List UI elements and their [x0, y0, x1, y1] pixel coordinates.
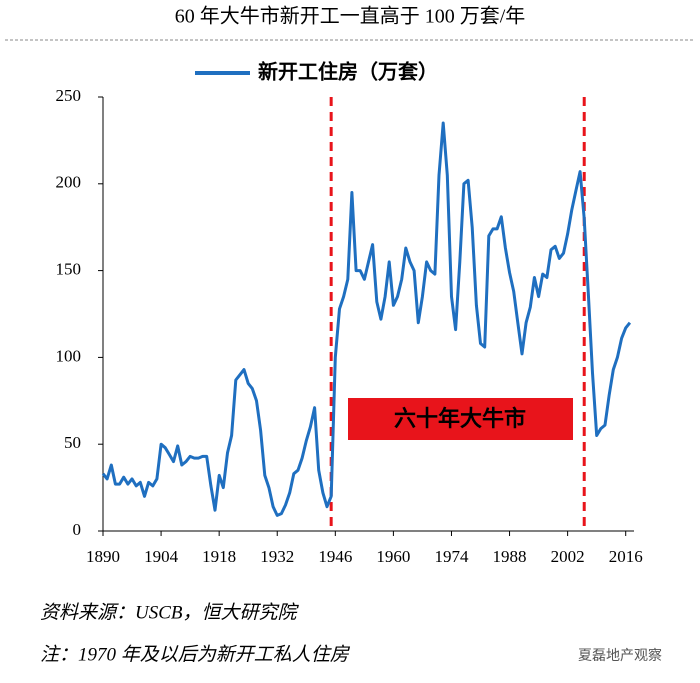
- x-tick-label: 1988: [493, 547, 527, 566]
- y-tick-label: 50: [64, 433, 81, 452]
- x-tick-label: 2002: [551, 547, 585, 566]
- chart-title: 60 年大牛市新开工一直高于 100 万套/年: [175, 5, 526, 28]
- watermark: 夏磊地产观察: [578, 647, 662, 664]
- note: 注：1970 年及以后为新开工私人住房: [40, 643, 351, 665]
- x-tick-label: 2016: [609, 547, 643, 566]
- annotation: 六十年大牛市: [394, 406, 526, 432]
- legend-label: 新开工住房（万套）: [258, 60, 438, 84]
- x-tick-label: 1918: [202, 547, 236, 566]
- x-tick-label: 1974: [434, 547, 469, 566]
- y-tick-label: 200: [56, 173, 82, 192]
- x-tick-label: 1946: [318, 547, 352, 566]
- x-tick-label: 1890: [86, 547, 120, 566]
- annotation-box: [348, 398, 573, 440]
- y-tick-label: 150: [56, 260, 82, 279]
- y-tick-label: 100: [56, 346, 82, 365]
- line-series: [101, 121, 632, 517]
- source: 资料来源：USCB，恒大研究院: [40, 601, 300, 623]
- y-tick-label: 0: [73, 520, 82, 539]
- x-tick-label: 1904: [144, 547, 179, 566]
- x-tick-label: 1960: [376, 547, 410, 566]
- x-tick-label: 1932: [260, 547, 294, 566]
- y-tick-label: 250: [56, 86, 82, 105]
